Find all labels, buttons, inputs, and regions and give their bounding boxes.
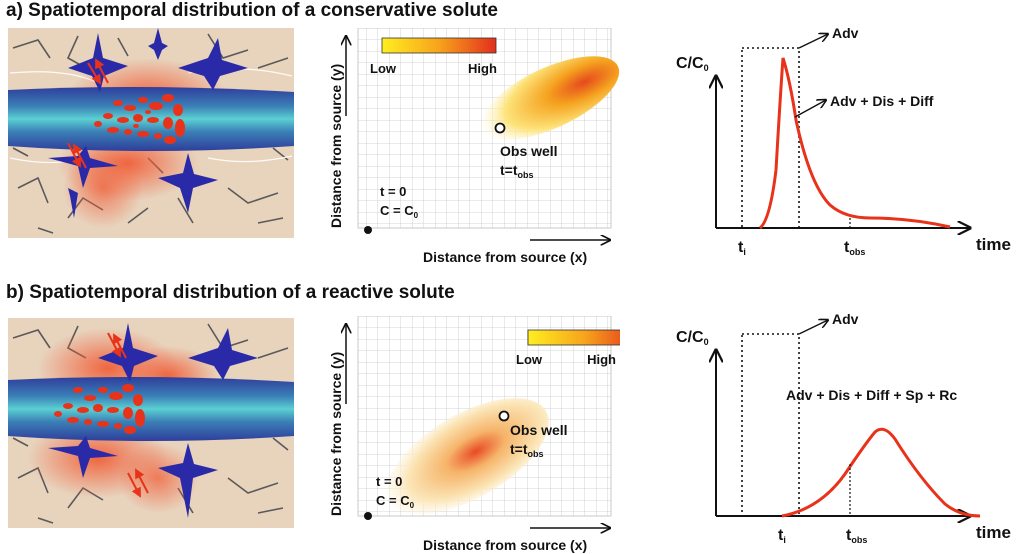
obs-well-a — [494, 122, 506, 134]
adv-box-b — [741, 333, 800, 517]
legend-high-b: High — [587, 352, 616, 367]
source-point-b — [364, 512, 372, 520]
obs-well-label-b: Obs well — [510, 422, 568, 438]
ti-label-b: ti — [778, 527, 786, 545]
time-label-a: time — [976, 235, 1011, 254]
t0-label-a: t = 0 — [380, 184, 406, 199]
obs-time-label-b: t=tobs — [510, 441, 544, 459]
legend-bar-a — [381, 37, 497, 54]
plume-a — [480, 56, 620, 140]
legend-bar-b — [527, 329, 620, 346]
fracture-illustration-b — [8, 318, 294, 528]
plume-grid-a: Low High Obs well t=tobs t = 0 C = C0 Di… — [328, 28, 620, 265]
legend-low-b: Low — [516, 352, 543, 367]
ti-label-a: ti — [738, 239, 746, 257]
y-axis-label-a: Distance from source (y) — [328, 64, 344, 228]
x-axis-label-b: Distance from source (x) — [423, 537, 587, 553]
c0-label-a: C = C0 — [380, 203, 419, 220]
breakthrough-chart-a: C/C0 time Adv Adv + Dis + Diff ti tobs — [676, 25, 1011, 257]
obs-well-b — [498, 410, 510, 422]
panel-b-title: b) Spatiotemporal distribution of a reac… — [6, 282, 455, 303]
x-axis-label-a: Distance from source (x) — [423, 249, 587, 265]
tobs-label-a: tobs — [844, 239, 865, 257]
cc0-label-b: C/C0 — [676, 329, 709, 347]
adv-label-a: Adv — [832, 25, 859, 41]
fracture-illustration-a — [8, 28, 294, 238]
breakthrough-curve-a — [758, 57, 951, 230]
plume-b — [387, 398, 549, 514]
plume-grid-b: Low High Obs well t=tobs t = 0 C = C0 Di… — [328, 316, 620, 553]
adv-label-b: Adv — [832, 311, 859, 327]
legend-low-a: Low — [370, 61, 397, 76]
tobs-label-b: tobs — [846, 527, 867, 545]
obs-well-label-a: Obs well — [500, 143, 558, 159]
legend-high-a: High — [468, 61, 497, 76]
panel-a-title: a) Spatiotemporal distribution of a cons… — [6, 0, 498, 21]
cc0-label-a: C/C0 — [676, 55, 709, 73]
breakthrough-curve-b — [781, 427, 981, 518]
curve-label-a: Adv + Dis + Diff — [830, 93, 934, 109]
obs-time-label-a: t=tobs — [500, 162, 534, 180]
time-label-b: time — [976, 523, 1011, 542]
source-point-a — [364, 226, 372, 234]
curve-label-b: Adv + Dis + Diff + Sp + Rc — [786, 387, 957, 403]
breakthrough-chart-b: C/C0 time Adv Adv + Dis + Diff + Sp + Rc… — [676, 311, 1011, 545]
c0-label-b: C = C0 — [376, 493, 415, 510]
y-axis-label-b: Distance from source (y) — [328, 352, 344, 516]
t0-label-b: t = 0 — [376, 474, 402, 489]
